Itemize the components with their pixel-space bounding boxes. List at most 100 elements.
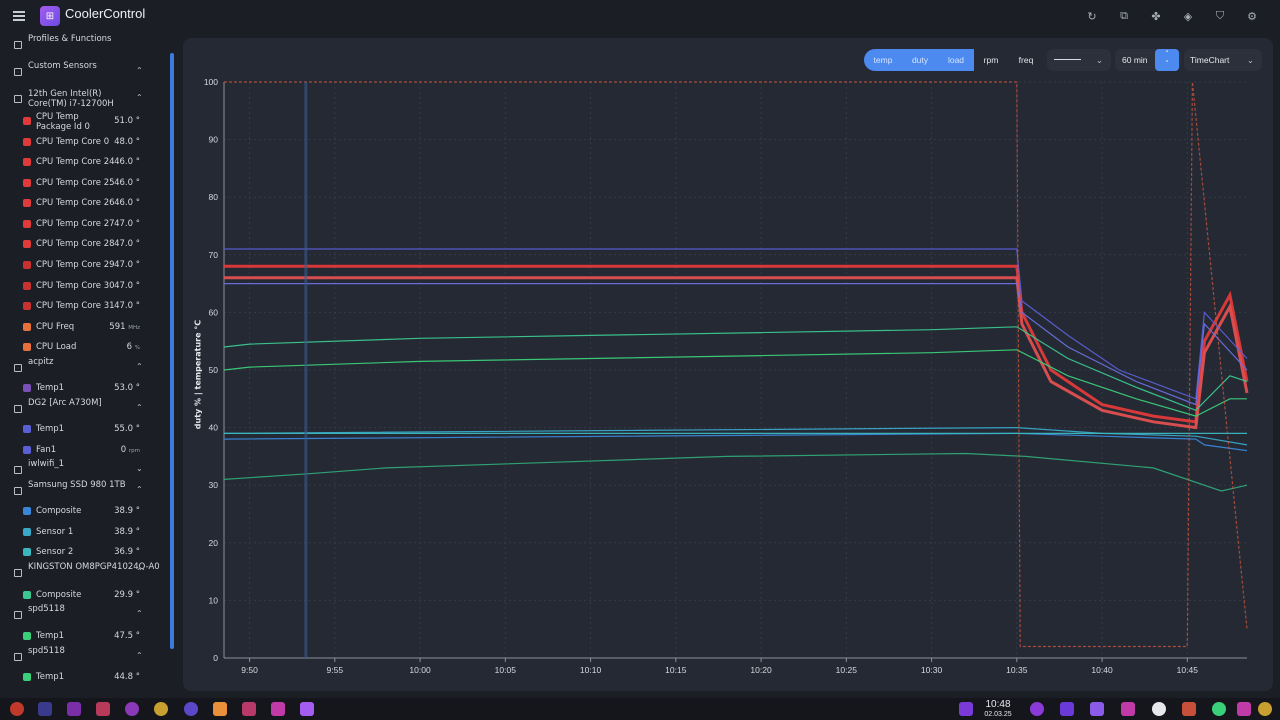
app-icon-6[interactable]	[184, 702, 198, 716]
sensor-color-swatch[interactable]	[23, 261, 31, 269]
screen-icon[interactable]	[959, 702, 973, 716]
app-icon-3[interactable]	[96, 702, 110, 716]
sensor-color-swatch[interactable]	[23, 528, 31, 536]
sensor-label: Fan1	[36, 445, 57, 455]
sensor-item[interactable]: CPU Temp Core 25 46.0 °	[0, 178, 160, 188]
sensor-value-number: 46.0	[114, 178, 136, 188]
sensor-color-swatch[interactable]	[23, 117, 31, 125]
sensor-item[interactable]: Temp1 47.5 °	[0, 631, 160, 641]
sensor-item[interactable]: CPU Temp Core 28 47.0 °	[0, 239, 160, 249]
filter-duty-button[interactable]: duty	[911, 55, 929, 65]
open-external-icon[interactable]: ⧉	[1120, 9, 1128, 22]
chevron-up-icon[interactable]: ⌃	[136, 403, 143, 412]
sensor-item[interactable]: CPU Temp Core 24 46.0 °	[0, 157, 160, 167]
filter-freq-button[interactable]: freq	[1018, 55, 1034, 65]
sensor-color-swatch[interactable]	[23, 507, 31, 515]
files-icon[interactable]	[213, 702, 227, 716]
app-icon-9[interactable]	[271, 702, 285, 716]
sensor-item[interactable]: CPU Temp Core 27 47.0 °	[0, 219, 160, 229]
app-icon-2[interactable]	[67, 702, 81, 716]
sensor-color-swatch[interactable]	[23, 179, 31, 187]
sensor-color-swatch[interactable]	[23, 591, 31, 599]
chevron-up-icon[interactable]: ⌃	[136, 66, 143, 75]
app-icon-8[interactable]	[242, 702, 256, 716]
sensor-label: CPU Temp Core 0	[36, 137, 110, 147]
tray-icon-3[interactable]	[1121, 702, 1135, 716]
sensor-item[interactable]: CPU Temp Core 26 46.0 °	[0, 198, 160, 208]
sensor-color-swatch[interactable]	[23, 425, 31, 433]
sensor-value-number: 47.5	[114, 631, 136, 641]
sensor-item[interactable]: CPU Temp Core 0 48.0 °	[0, 137, 160, 147]
sensor-item[interactable]: CPU Load 6 %	[0, 342, 160, 352]
sidebar-scrollbar[interactable]	[170, 53, 174, 649]
shield-icon[interactable]: ⛉	[1215, 9, 1225, 22]
sensor-color-swatch[interactable]	[23, 240, 31, 248]
sensor-color-swatch[interactable]	[23, 158, 31, 166]
sensor-color-swatch[interactable]	[23, 343, 31, 351]
sensor-item[interactable]: Sensor 2 36.9 °	[0, 547, 160, 557]
sensor-item[interactable]: Fan1 0 rpm	[0, 445, 160, 455]
sensor-item[interactable]: Temp1 55.0 °	[0, 424, 160, 434]
user-avatar[interactable]	[1258, 702, 1272, 716]
sensor-item[interactable]: CPU Temp Core 31 47.0 °	[0, 301, 160, 311]
sensor-color-swatch[interactable]	[23, 199, 31, 207]
sensor-label: CPU Temp Core 26	[36, 198, 115, 208]
chevron-up-icon[interactable]: ⌃	[136, 651, 143, 660]
sensor-color-swatch[interactable]	[23, 446, 31, 454]
chevron-up-icon[interactable]: ⌃	[136, 609, 143, 618]
time-range-stepper[interactable]: ˄ ˅	[1155, 49, 1179, 71]
notifications-icon[interactable]	[1030, 702, 1044, 716]
sensor-color-swatch[interactable]	[23, 302, 31, 310]
chevron-up-icon[interactable]: ⌃	[136, 485, 143, 494]
sensor-color-swatch[interactable]	[23, 548, 31, 556]
sensor-color-swatch[interactable]	[23, 384, 31, 392]
tray-icon-2[interactable]	[1090, 702, 1104, 716]
sensor-color-swatch[interactable]	[23, 138, 31, 146]
brightness-icon[interactable]	[1152, 702, 1166, 716]
chevron-down-icon: ⌄	[1246, 55, 1254, 65]
sensor-unit: °	[135, 281, 140, 291]
filter-rpm-button[interactable]: rpm	[983, 55, 999, 65]
sensor-color-swatch[interactable]	[23, 323, 31, 331]
sensor-color-swatch[interactable]	[23, 282, 31, 290]
device-icon	[14, 487, 22, 495]
sensor-item[interactable]: Temp1 53.0 °	[0, 383, 160, 393]
sensor-color-swatch[interactable]	[23, 632, 31, 640]
menu-icon[interactable]	[13, 11, 25, 21]
sensor-item[interactable]: Temp1 44.8 °	[0, 672, 160, 682]
chevron-up-icon[interactable]: ⌃	[136, 362, 143, 371]
coolercontrol-taskbar-icon[interactable]	[300, 702, 314, 716]
sensor-item[interactable]: CPU Temp Core 29 47.0 °	[0, 260, 160, 270]
sensor-item[interactable]: CPU Temp Package Id 0 51.0 °	[0, 112, 160, 132]
chevron-up-icon[interactable]: ˄	[1165, 50, 1169, 58]
sensor-item[interactable]: CPU Temp Core 30 47.0 °	[0, 281, 160, 291]
start-menu-icon[interactable]	[10, 702, 24, 716]
sensor-item[interactable]: CPU Freq 591 MHz	[0, 322, 160, 332]
chart-type-select[interactable]: TimeChart ⌄	[1184, 49, 1262, 71]
app-icon-4[interactable]	[125, 702, 139, 716]
app-icon-5[interactable]	[154, 702, 168, 716]
sensor-item[interactable]: Composite 29.9 °	[0, 590, 160, 600]
sensor-item[interactable]: Composite 38.9 °	[0, 506, 160, 516]
wifi-icon[interactable]	[1212, 702, 1226, 716]
filter-temp-button[interactable]: temp	[873, 55, 893, 65]
line-style-select[interactable]: ⌄	[1047, 49, 1111, 71]
tray-icon-5[interactable]	[1237, 702, 1251, 716]
settings-icon[interactable]: ⚙	[1247, 9, 1257, 23]
sensor-item[interactable]: Sensor 1 38.9 °	[0, 527, 160, 537]
app-icon-1[interactable]	[38, 702, 52, 716]
fan-icon[interactable]: ✤	[1151, 9, 1161, 23]
refresh-icon[interactable]: ↻	[1087, 9, 1097, 23]
clock[interactable]: 10:48 02.03.25	[980, 699, 1016, 719]
chevron-up-icon[interactable]: ⌃	[136, 567, 143, 576]
sensor-color-swatch[interactable]	[23, 673, 31, 681]
tray-icon-4[interactable]	[1182, 702, 1196, 716]
tray-icon-1[interactable]	[1060, 702, 1074, 716]
chevron-up-icon[interactable]: ⌃	[136, 93, 143, 102]
filter-load-button[interactable]: load	[947, 55, 965, 65]
chevron-down-icon[interactable]: ˅	[1165, 60, 1169, 68]
layers-icon[interactable]: ◈	[1183, 9, 1193, 23]
chevron-down-icon[interactable]: ⌄	[136, 464, 143, 473]
sensor-color-swatch[interactable]	[23, 220, 31, 228]
